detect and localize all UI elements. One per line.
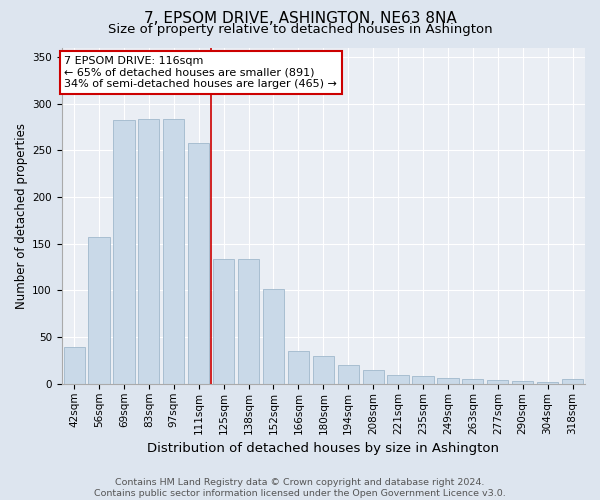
Bar bbox=[88, 237, 110, 384]
Bar bbox=[537, 382, 558, 384]
Bar bbox=[213, 258, 234, 384]
Bar bbox=[562, 379, 583, 384]
Y-axis label: Number of detached properties: Number of detached properties bbox=[15, 122, 28, 308]
Bar bbox=[188, 143, 209, 384]
Bar bbox=[437, 378, 458, 384]
Bar bbox=[487, 380, 508, 384]
Bar bbox=[113, 120, 134, 384]
Bar bbox=[163, 120, 184, 384]
Text: Size of property relative to detached houses in Ashington: Size of property relative to detached ho… bbox=[107, 22, 493, 36]
Bar bbox=[362, 370, 384, 384]
Bar bbox=[263, 288, 284, 384]
X-axis label: Distribution of detached houses by size in Ashington: Distribution of detached houses by size … bbox=[148, 442, 499, 455]
Bar bbox=[388, 374, 409, 384]
Text: Contains HM Land Registry data © Crown copyright and database right 2024.
Contai: Contains HM Land Registry data © Crown c… bbox=[94, 478, 506, 498]
Bar bbox=[313, 356, 334, 384]
Bar bbox=[338, 365, 359, 384]
Text: 7, EPSOM DRIVE, ASHINGTON, NE63 8NA: 7, EPSOM DRIVE, ASHINGTON, NE63 8NA bbox=[143, 11, 457, 26]
Bar bbox=[64, 346, 85, 384]
Bar bbox=[138, 120, 160, 384]
Bar bbox=[462, 379, 484, 384]
Bar bbox=[512, 381, 533, 384]
Bar bbox=[412, 376, 434, 384]
Bar bbox=[238, 258, 259, 384]
Text: 7 EPSOM DRIVE: 116sqm
← 65% of detached houses are smaller (891)
34% of semi-det: 7 EPSOM DRIVE: 116sqm ← 65% of detached … bbox=[64, 56, 337, 89]
Bar bbox=[288, 351, 309, 384]
